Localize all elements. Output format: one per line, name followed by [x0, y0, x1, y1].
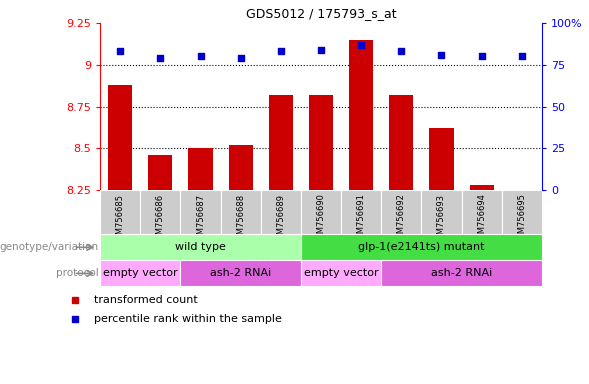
Bar: [188, 148, 213, 190]
Title: GDS5012 / 175793_s_at: GDS5012 / 175793_s_at: [246, 7, 396, 20]
Text: GSM756687: GSM756687: [196, 194, 205, 245]
Bar: [269, 95, 293, 190]
Bar: [180, 190, 221, 234]
Text: genotype/variation: genotype/variation: [0, 242, 99, 252]
Bar: [100, 190, 140, 234]
Text: glp-1(e2141ts) mutant: glp-1(e2141ts) mutant: [358, 242, 485, 252]
Bar: [301, 260, 381, 286]
Bar: [261, 190, 301, 234]
Point: [356, 42, 366, 48]
Point: [196, 53, 205, 60]
Text: transformed count: transformed count: [94, 295, 198, 305]
Bar: [148, 155, 173, 190]
Point: [115, 48, 125, 55]
Bar: [301, 234, 542, 260]
Bar: [229, 145, 253, 190]
Bar: [421, 190, 462, 234]
Bar: [108, 85, 133, 190]
Bar: [301, 190, 341, 234]
Bar: [221, 190, 261, 234]
Text: GSM756685: GSM756685: [115, 194, 125, 245]
Bar: [341, 190, 381, 234]
Bar: [180, 260, 301, 286]
Point: [517, 53, 527, 60]
Bar: [140, 190, 180, 234]
Bar: [381, 260, 542, 286]
Point: [236, 55, 246, 61]
Text: empty vector: empty vector: [103, 268, 178, 278]
Bar: [429, 128, 454, 190]
Bar: [100, 260, 180, 286]
Text: GSM756694: GSM756694: [477, 194, 486, 245]
Bar: [469, 185, 494, 190]
Bar: [309, 95, 333, 190]
Point: [396, 48, 406, 55]
Text: GSM756693: GSM756693: [437, 194, 446, 245]
Bar: [502, 190, 542, 234]
Text: protocol: protocol: [56, 268, 99, 278]
Text: empty vector: empty vector: [304, 268, 378, 278]
Text: GSM756688: GSM756688: [236, 194, 245, 245]
Text: GSM756695: GSM756695: [517, 194, 527, 245]
Point: [155, 55, 165, 61]
Text: percentile rank within the sample: percentile rank within the sample: [94, 314, 282, 324]
Bar: [100, 234, 301, 260]
Text: GSM756692: GSM756692: [397, 194, 406, 245]
Text: ash-2 RNAi: ash-2 RNAi: [210, 268, 272, 278]
Text: GSM756690: GSM756690: [316, 194, 326, 245]
Bar: [462, 190, 502, 234]
Bar: [349, 40, 373, 190]
Point: [477, 53, 487, 60]
Point: [316, 47, 326, 53]
Point: [437, 52, 446, 58]
Text: GSM756689: GSM756689: [276, 194, 285, 245]
Point: [276, 48, 286, 55]
Text: wild type: wild type: [175, 242, 226, 252]
Text: GSM756686: GSM756686: [156, 194, 165, 245]
Text: GSM756691: GSM756691: [357, 194, 366, 245]
Bar: [381, 190, 421, 234]
Bar: [389, 95, 413, 190]
Text: ash-2 RNAi: ash-2 RNAi: [431, 268, 492, 278]
